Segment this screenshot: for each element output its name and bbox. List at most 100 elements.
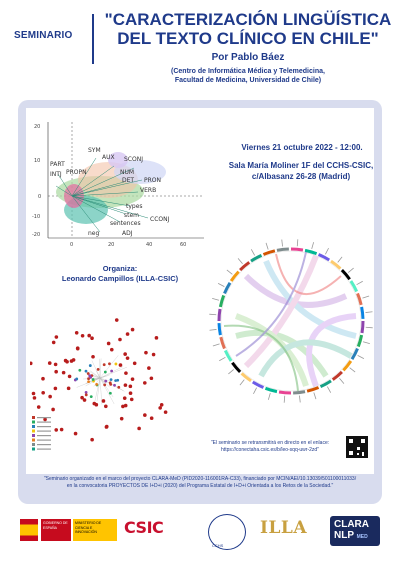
network-node xyxy=(80,395,84,400)
network-edges xyxy=(76,355,128,405)
y-tick: 10 xyxy=(34,158,40,164)
network-node xyxy=(101,399,106,403)
network-node xyxy=(82,398,87,402)
affiliation-line-2: Facultad de Medicina, Universidad de Chi… xyxy=(174,77,322,84)
network-node xyxy=(78,368,82,372)
network-node xyxy=(90,437,94,442)
chord-arc xyxy=(319,379,332,389)
network-node xyxy=(104,424,109,429)
network-node xyxy=(95,382,99,386)
legend-swatch xyxy=(32,420,35,424)
chord-arc xyxy=(304,248,318,256)
x-tick: 0 xyxy=(70,242,73,248)
med-label: MED xyxy=(356,534,368,540)
network-node xyxy=(132,361,137,366)
streaming-note: "El seminario se retransmitirá en direct… xyxy=(200,440,340,454)
cchs-logo-icon xyxy=(208,514,246,550)
chord-arc xyxy=(240,372,252,383)
network-graph-figure xyxy=(30,318,168,451)
chord-arc xyxy=(217,323,222,336)
network-node xyxy=(118,337,122,342)
network-node xyxy=(84,393,88,397)
network-node xyxy=(123,352,127,356)
network-node xyxy=(51,340,56,345)
x-tick: 40 xyxy=(146,242,152,248)
network-node xyxy=(53,362,58,367)
variable-label: VERB xyxy=(140,187,156,194)
network-node xyxy=(114,379,118,383)
chord-arc xyxy=(306,386,320,393)
seminar-title: "CARACTERIZACIÓN LINGÜÍSTICA DEL TEXTO C… xyxy=(104,10,392,48)
network-node xyxy=(88,374,92,378)
network-node xyxy=(104,379,108,383)
header-divider xyxy=(92,14,94,64)
affiliation-line-1: (Centro de Informática Médica y Telemedi… xyxy=(171,68,325,75)
y-tick: -20 xyxy=(32,232,40,238)
x-tick: 20 xyxy=(108,242,114,248)
variable-label: types xyxy=(126,203,143,210)
network-node xyxy=(124,371,128,375)
chord-arc xyxy=(264,386,278,394)
network-node xyxy=(41,390,45,395)
network-node xyxy=(86,372,90,375)
variable-label: DET xyxy=(122,177,134,184)
network-node xyxy=(43,417,47,422)
variable-label: PART xyxy=(50,161,65,168)
variable-label: sentences xyxy=(110,220,141,227)
y-tick: -10 xyxy=(32,214,40,220)
chord-arc xyxy=(218,294,226,308)
network-legend xyxy=(32,416,51,451)
network-node xyxy=(149,416,154,421)
chord-arc xyxy=(229,270,240,282)
network-node xyxy=(158,406,162,410)
network-node xyxy=(53,386,58,391)
network-node xyxy=(118,363,123,367)
speaker-affiliation: (Centro de Informática Médica y Telemedi… xyxy=(100,67,396,85)
network-node xyxy=(121,404,125,409)
network-node xyxy=(71,358,76,362)
x-tick: 60 xyxy=(180,242,186,248)
chord-diagram-figure xyxy=(209,239,373,403)
network-node xyxy=(123,383,128,387)
chord-arc xyxy=(290,247,304,252)
network-node xyxy=(143,413,147,417)
pca-scatter-figure: 20 10 0 -10 -20 0 20 40 60 SYM AUX SCONJ xyxy=(30,114,206,250)
network-node xyxy=(66,386,71,391)
seminar-label: SEMINARIO xyxy=(14,30,73,41)
network-node xyxy=(151,352,156,357)
organizer-name: Leonardo Campillos (ILLA-CSIC) xyxy=(61,274,179,283)
network-node xyxy=(59,427,64,432)
network-node xyxy=(51,407,55,412)
network-node xyxy=(122,396,127,400)
network-node xyxy=(30,361,33,366)
event-place: Sala María Moliner 1F del CCHS-CSIC, c/A… xyxy=(208,160,394,182)
network-node xyxy=(106,341,111,346)
legend-swatch xyxy=(32,425,35,428)
variable-label: CCONJ xyxy=(150,216,170,223)
network-node xyxy=(74,331,79,335)
chord-arc xyxy=(231,361,242,373)
clara-nlp-logo: CLARA NLP MED xyxy=(330,516,380,546)
network-node xyxy=(91,354,95,359)
network-node xyxy=(137,426,141,431)
network-node xyxy=(143,381,147,385)
chord-arc xyxy=(276,247,289,252)
network-node xyxy=(75,377,79,381)
chord-arc xyxy=(217,308,222,322)
network-node xyxy=(130,327,135,332)
network-node xyxy=(54,428,59,432)
streaming-link[interactable]: https://conectaha.csic.es/b/leo-sqq-uwr-… xyxy=(221,447,319,453)
variable-label: stem xyxy=(124,212,139,219)
y-tick: 20 xyxy=(34,124,40,130)
network-node xyxy=(114,318,119,322)
network-node xyxy=(54,369,58,374)
variable-label: SCONJ xyxy=(124,156,143,163)
organizer-block: Organiza: Leonardo Campillos (ILLA-CSIC) xyxy=(30,264,210,284)
network-node xyxy=(92,401,97,406)
network-node xyxy=(63,358,68,363)
legend-swatch xyxy=(32,447,35,451)
chord-arc xyxy=(219,336,226,350)
qr-code-icon[interactable] xyxy=(346,436,368,458)
network-node xyxy=(103,370,107,374)
network-node xyxy=(108,362,111,366)
